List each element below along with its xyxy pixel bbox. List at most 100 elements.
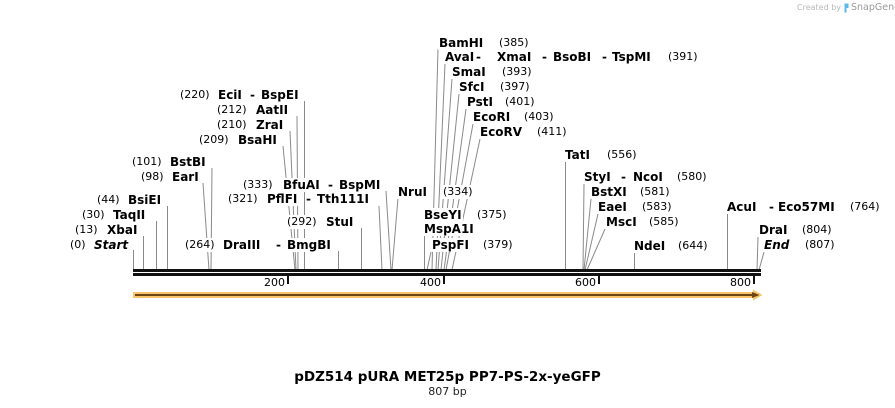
site-label-ecori[interactable]: EcoRI (403) <box>0 110 895 124</box>
tick-800 <box>753 276 755 284</box>
site-label-zrai[interactable]: (210) ZraI <box>0 118 895 132</box>
enzyme-separator: - <box>621 170 626 184</box>
enzyme-name: BseYI <box>423 208 463 222</box>
tick-label-600: 600 <box>575 276 596 289</box>
enzyme-name: StuI <box>325 215 355 229</box>
enzyme-name: BamHI <box>438 36 485 50</box>
site-label-bseyi[interactable]: BseYI (375) <box>0 208 895 222</box>
enzyme-name: Tth111I <box>316 192 370 206</box>
tick-400 <box>443 276 445 284</box>
site-label-ecii-bspei[interactable]: (220) EciI - BspEI <box>0 88 895 102</box>
site-label-tati[interactable]: TatI (556) <box>0 148 895 162</box>
enzyme-name: XmaI <box>496 50 533 64</box>
enzyme-separator: - <box>306 192 311 206</box>
site-label-bstxi[interactable]: BstXI (581) <box>0 185 895 199</box>
site-label-nrui[interactable]: NruI (334) <box>0 185 895 199</box>
site-position: (212) <box>216 103 248 117</box>
site-label-psti[interactable]: PstI (401) <box>0 95 895 109</box>
site-label-pspfi[interactable]: PspFI (379) <box>0 238 895 252</box>
enzyme-name: End <box>763 238 791 252</box>
site-label-styi-ncoi[interactable]: StyI - NcoI (580) <box>0 170 895 184</box>
enzyme-name: DraI <box>758 223 789 237</box>
enzyme-name: BstBI <box>169 155 207 169</box>
site-label-msci[interactable]: MscI (585) <box>0 215 895 229</box>
enzyme-name: XbaI <box>106 223 139 237</box>
enzyme-name: EciI <box>217 88 243 102</box>
enzyme-name: EcoRI <box>472 110 512 124</box>
site-position: (585) <box>648 215 680 229</box>
sequence-title: pDZ514 pURA MET25p PP7-PS-2x-yeGFP <box>294 369 601 385</box>
site-position: (583) <box>641 200 673 214</box>
site-position: (804) <box>801 223 833 237</box>
enzyme-separator: - <box>602 50 607 64</box>
site-label-stui[interactable]: (292) StuI <box>0 215 895 229</box>
enzyme-name: NdeI <box>633 239 667 253</box>
site-line-pflfi <box>378 205 383 271</box>
site-label-bamhi[interactable]: BamHI (385) <box>0 36 895 50</box>
enzyme-name: PstI <box>466 95 494 109</box>
site-label-eari[interactable]: (98) EarI <box>0 170 895 184</box>
site-position: (411) <box>536 125 568 139</box>
enzyme-name: EarI <box>171 170 200 184</box>
enzyme-name: SmaI <box>451 65 487 79</box>
site-label-eaei[interactable]: EaeI (583) <box>0 200 895 214</box>
site-label-bstbi[interactable]: (101) BstBI <box>0 155 895 169</box>
site-label-bsiei[interactable]: (44) BsiEI <box>0 193 895 207</box>
site-label-xbai[interactable]: (13) XbaI <box>0 223 895 237</box>
site-position: (321) <box>227 192 259 206</box>
site-label-ndei[interactable]: NdeI (644) <box>0 239 895 253</box>
site-label-end[interactable]: End (807) <box>0 238 895 252</box>
site-line-bfuai <box>385 190 392 271</box>
site-position: (334) <box>442 185 474 199</box>
tick-label-400: 400 <box>420 276 441 289</box>
site-label-smai[interactable]: SmaI (393) <box>0 65 895 79</box>
enzyme-separator: - <box>276 238 281 252</box>
enzyme-separator: - <box>769 200 774 214</box>
enzyme-name: BsaHI <box>237 133 278 147</box>
site-line-nrui <box>391 197 399 271</box>
site-position: (375) <box>476 208 508 222</box>
site-label-pflfi-tth111i[interactable]: (321) PflFI - Tth111I <box>0 192 895 206</box>
site-label-start[interactable]: (0) Start <box>0 238 895 252</box>
site-position: (807) <box>804 238 836 252</box>
site-label-ecorv[interactable]: EcoRV (411) <box>0 125 895 139</box>
enzyme-name: StyI <box>583 170 612 184</box>
site-label-sfci[interactable]: SfcI (397) <box>0 80 895 94</box>
enzyme-name: BsoBI <box>552 50 593 64</box>
site-label-taqii[interactable]: (30) TaqII <box>0 208 895 222</box>
tick-600 <box>598 276 600 284</box>
site-position: (44) <box>96 193 121 207</box>
enzyme-name: EaeI <box>597 200 628 214</box>
enzyme-name: EcoRV <box>479 125 524 139</box>
site-label-acui-eco57mi[interactable]: AcuI - Eco57MI (764) <box>0 200 895 214</box>
enzyme-name: NcoI <box>632 170 664 184</box>
site-label-drai[interactable]: DraI (804) <box>0 223 895 237</box>
site-position: (30) <box>81 208 106 222</box>
enzyme-name: BspMI <box>338 178 382 192</box>
tick-label-200: 200 <box>264 276 285 289</box>
site-position: (98) <box>140 170 165 184</box>
site-label-mspa1i[interactable]: MspA1I <box>0 222 895 236</box>
site-position: (264) <box>184 238 216 252</box>
site-line-pspfi <box>426 251 432 271</box>
site-label-aatii[interactable]: (212) AatII <box>0 103 895 117</box>
site-position: (0) <box>69 238 87 252</box>
site-position: (101) <box>131 155 163 169</box>
site-label-draiii-bmgbi[interactable]: (264) DraIII - BmgBI <box>0 238 895 252</box>
site-label-bfuai-bspmi[interactable]: (333) BfuAI - BspMI <box>0 178 895 192</box>
site-label-avai-xmai-bsobi-tspmi[interactable]: AvaI - XmaI - BsoBI - TspMI (391) <box>0 50 895 64</box>
enzyme-name: TatI <box>564 148 591 162</box>
enzyme-name: BstXI <box>590 185 628 199</box>
site-lines <box>133 48 765 271</box>
enzyme-name: AcuI <box>726 200 758 214</box>
site-position: (13) <box>74 223 99 237</box>
enzyme-name: SfcI <box>458 80 486 94</box>
site-label-bsahi[interactable]: (209) BsaHI <box>0 133 895 147</box>
site-position: (292) <box>286 215 318 229</box>
enzyme-name: ZraI <box>255 118 285 132</box>
enzyme-name: PspFI <box>431 238 470 252</box>
enzyme-name: DraIII <box>222 238 262 252</box>
ruler-ticks <box>287 276 755 284</box>
site-line-bstxi <box>583 198 592 271</box>
enzyme-separator: - <box>476 50 481 64</box>
